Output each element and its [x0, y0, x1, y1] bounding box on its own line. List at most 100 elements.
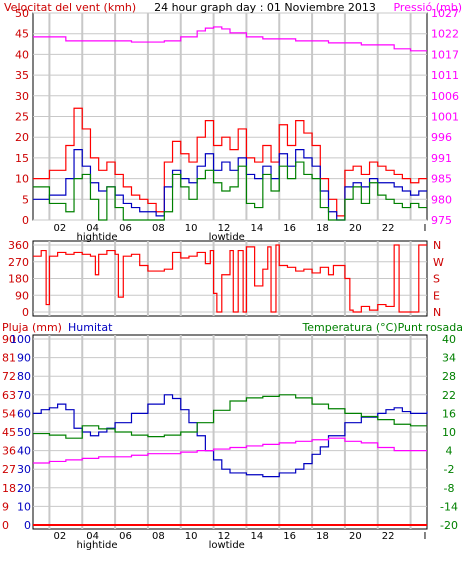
hour-tick: 10 [185, 531, 198, 542]
hour-tick: 02 [53, 223, 66, 234]
hour-tick: 08 [152, 223, 165, 234]
series-direction-line [33, 244, 427, 313]
wind-speed-tick: 10 [15, 173, 29, 186]
hour-tick: 06 [119, 223, 132, 234]
hour-tick: 22 [382, 531, 395, 542]
hour-tick: 20 [349, 531, 362, 542]
temperature-tick: -2 [444, 463, 455, 476]
tide-label: hightide [77, 232, 118, 243]
humidity-axis-title: Humitat [68, 321, 113, 334]
pressure-axis-title: Pressió (mb) [393, 1, 462, 14]
wind-speed-tick: 50 [15, 7, 29, 20]
direction-compass-tick: W [433, 256, 444, 269]
hour-tick: 10 [185, 223, 198, 234]
wind-speed-tick: 0 [22, 214, 29, 227]
rain-tick: 72 [2, 370, 16, 383]
humidity-tick: 100 [10, 333, 31, 346]
rain-tick: 90 [2, 333, 16, 346]
wind-speed-tick: 30 [15, 90, 29, 103]
rain-axis-title: Pluja (mm) [2, 321, 62, 334]
temperature-tick: 22 [442, 389, 456, 402]
direction-compass-tick: S [433, 273, 440, 286]
tide-label: hightide [77, 540, 118, 551]
pressure-tick: 996 [431, 131, 452, 144]
temperature-tick: -14 [440, 500, 458, 513]
tide-label: lowtide [209, 540, 245, 551]
hour-tick: 12 [218, 531, 231, 542]
humidity-tick: 90 [17, 352, 31, 365]
temperature-tick: 4 [446, 445, 453, 458]
humidity-tick: 30 [17, 463, 31, 476]
rain-tick: 27 [2, 463, 16, 476]
chart-title: 24 hour graph day : 01 Noviembre 2013 [154, 1, 376, 14]
pressure-tick: 1011 [431, 69, 459, 82]
humidity-tick: 60 [17, 407, 31, 420]
hour-tick: 08 [152, 531, 165, 542]
pressure-tick: 1017 [431, 48, 459, 61]
wind-speed-tick: 5 [22, 193, 29, 206]
hour-tick: 18 [316, 223, 329, 234]
hour-tick: 02 [53, 531, 66, 542]
pressure-tick: 991 [431, 152, 452, 165]
direction-compass-tick: E [433, 289, 440, 302]
rain-tick: 0 [2, 519, 9, 532]
series-gust-line [33, 107, 427, 217]
pressure-tick: 1006 [431, 90, 459, 103]
hour-tick: 20 [349, 223, 362, 234]
humidity-tick: 0 [24, 519, 31, 532]
wind-speed-tick: 20 [15, 131, 29, 144]
rain-tick: 36 [2, 445, 16, 458]
hour-tick: 18 [316, 531, 329, 542]
hour-tick: 16 [283, 531, 296, 542]
direction-compass-tick: N [433, 306, 441, 319]
humidity-tick: 10 [17, 500, 31, 513]
hour-tick: I [424, 223, 427, 234]
temperature-tick: -20 [440, 519, 458, 532]
hour-tick: 14 [250, 531, 263, 542]
direction-degree-tick: 0 [22, 306, 29, 319]
hour-tick: 14 [250, 223, 263, 234]
temperature-tick: 16 [442, 407, 456, 420]
axis-labels: 0510152025303540455097598098599199610011… [2, 7, 459, 551]
humidity-tick: 50 [17, 426, 31, 439]
series-dewpoint-line [33, 437, 427, 464]
temperature-tick: -8 [444, 482, 455, 495]
wind-speed-tick: 35 [15, 69, 29, 82]
rain-tick: 18 [2, 482, 16, 495]
temperature-tick: 10 [442, 426, 456, 439]
pressure-tick: 1022 [431, 28, 459, 41]
rain-tick: 9 [2, 500, 9, 513]
series-lines [33, 26, 428, 526]
series-temperature-line [33, 394, 427, 439]
direction-compass-tick: N [433, 239, 441, 252]
hour-tick: 22 [382, 223, 395, 234]
hour-tick: I [424, 531, 427, 542]
pressure-tick: 980 [431, 193, 452, 206]
humidity-tick: 40 [17, 445, 31, 458]
wind-speed-tick: 40 [15, 48, 29, 61]
hour-tick: 04 [86, 223, 99, 234]
pressure-tick: 985 [431, 173, 452, 186]
hour-tick: 04 [86, 531, 99, 542]
wind-speed-tick: 25 [15, 111, 29, 124]
humidity-tick: 80 [17, 370, 31, 383]
direction-degree-tick: 90 [15, 289, 29, 302]
temperature-axis-title: Temperatura (°C)Punt rosada [301, 321, 463, 334]
rain-tick: 81 [2, 352, 16, 365]
temperature-tick: 28 [442, 370, 456, 383]
pressure-tick: 1001 [431, 111, 459, 124]
humidity-tick: 70 [17, 389, 31, 402]
series-pressure-line [33, 26, 427, 52]
wind-speed-tick: 45 [15, 28, 29, 41]
hour-tick: 12 [218, 223, 231, 234]
rain-tick: 54 [2, 407, 16, 420]
pressure-tick: 975 [431, 214, 452, 227]
pressure-tick: 1027 [431, 7, 459, 20]
hour-tick: 06 [119, 531, 132, 542]
direction-degree-tick: 270 [8, 256, 29, 269]
temperature-tick: 34 [442, 352, 456, 365]
temperature-tick: 40 [442, 333, 456, 346]
wind-speed-tick: 15 [15, 152, 29, 165]
